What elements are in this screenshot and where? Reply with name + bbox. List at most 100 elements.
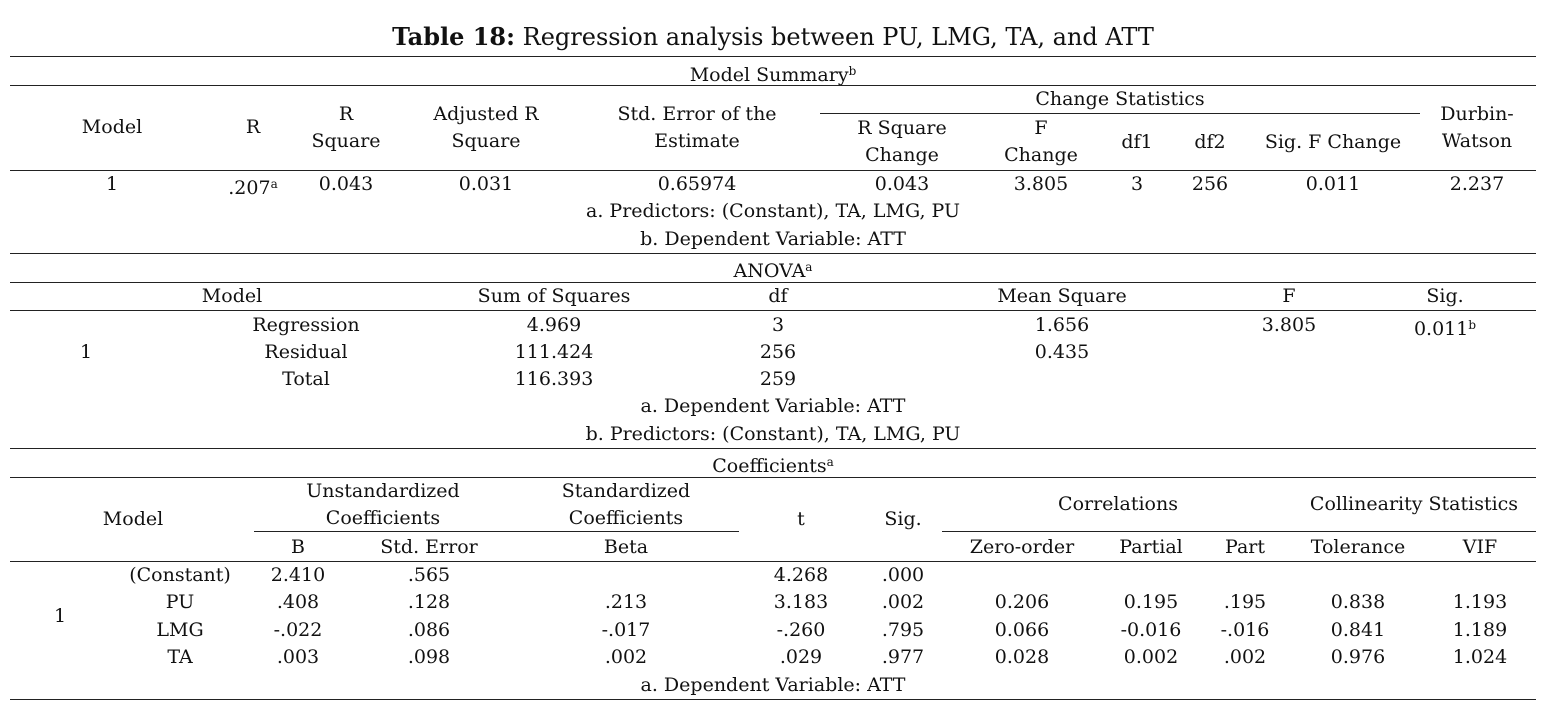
anova-cell-sum-sq: 4.969 xyxy=(526,314,582,336)
ms-header-f-change-1: F xyxy=(1034,117,1048,139)
rule-coef-header xyxy=(10,561,1536,562)
ms-cell-df1: 3 xyxy=(1130,173,1144,195)
coef-header-std-error: Std. Error xyxy=(380,536,478,558)
anova-row-label: Residual xyxy=(264,341,348,363)
rule-anova-title xyxy=(10,282,1536,283)
rule-change-statistics xyxy=(820,113,1420,114)
coef-header-part: Part xyxy=(1225,536,1265,558)
ms-cell-sig-f-change: 0.011 xyxy=(1305,173,1361,195)
coef-cell-zero-order: 0.028 xyxy=(994,646,1050,668)
model-summary-title: Model Summaryb xyxy=(689,64,857,86)
coef-cell-partial: 0.195 xyxy=(1123,591,1179,613)
ms-note-a: a. Predictors: (Constant), TA, LMG, PU xyxy=(586,200,960,222)
rule-coefficients-title xyxy=(10,477,1536,478)
anova-header-model: Model xyxy=(201,285,263,307)
coef-cell-partial: 0.002 xyxy=(1123,646,1179,668)
anova-header-f: F xyxy=(1282,285,1296,307)
coef-row-label: PU xyxy=(165,591,195,613)
ms-cell-f-change: 3.805 xyxy=(1013,173,1069,195)
anova-header-mean-sq: Mean Square xyxy=(997,285,1127,307)
coef-cell-zero-order: 0.066 xyxy=(994,619,1050,641)
ms-header-dw-2: Watson xyxy=(1441,130,1513,152)
coef-cell-part: .195 xyxy=(1223,591,1267,613)
rule-anova-end xyxy=(10,448,1536,449)
coef-cell-sig: .977 xyxy=(881,646,925,668)
ms-header-rsq-change-2: Change xyxy=(865,144,939,166)
ms-header-df2: df2 xyxy=(1194,131,1226,153)
anova-cell-mean-sq: 1.656 xyxy=(1034,314,1090,336)
anova-note-a: a. Dependent Variable: ATT xyxy=(640,395,906,417)
ms-cell-adj-r-square: 0.031 xyxy=(458,173,514,195)
ms-header-sig-f-change: Sig. F Change xyxy=(1264,131,1402,153)
coef-cell-t: -.260 xyxy=(776,619,826,641)
coef-cell-tolerance: 0.976 xyxy=(1330,646,1386,668)
ms-header-std-2: Estimate xyxy=(654,130,740,152)
ms-cell-std-error: 0.65974 xyxy=(657,173,737,195)
coef-cell-vif: 1.024 xyxy=(1452,646,1508,668)
anova-cell-df: 3 xyxy=(771,314,785,336)
anova-cell-sum-sq: 111.424 xyxy=(514,341,594,363)
coef-cell-vif: 1.193 xyxy=(1452,591,1508,613)
ms-cell-r: .207a xyxy=(228,177,278,199)
ms-header-model: Model xyxy=(81,116,143,138)
coef-cell-sig: .002 xyxy=(881,591,925,613)
coef-cell-vif: 1.189 xyxy=(1452,619,1508,641)
anova-cell-df: 259 xyxy=(759,368,797,390)
coef-header-partial: Partial xyxy=(1119,536,1183,558)
coef-cell-tolerance: 0.841 xyxy=(1330,619,1386,641)
coef-cell-t: 3.183 xyxy=(773,591,829,613)
rule-coef-subheader-left xyxy=(254,531,739,532)
ms-header-adj-1: Adjusted R xyxy=(433,103,539,125)
anova-header-sig: Sig. xyxy=(1426,285,1464,307)
rule-anova-header xyxy=(10,310,1536,311)
anova-cell-f: 3.805 xyxy=(1261,314,1317,336)
ms-header-r: R xyxy=(245,116,261,138)
ms-cell-durbin-watson: 2.237 xyxy=(1449,173,1505,195)
anova-title: ANOVAa xyxy=(733,260,813,282)
ms-header-change-statistics: Change Statistics xyxy=(1035,88,1205,110)
caption-label: Table 18: xyxy=(392,22,515,51)
ms-cell-df2: 256 xyxy=(1191,173,1229,195)
rule-ms-header xyxy=(10,170,1536,171)
coef-cell-beta: .002 xyxy=(604,646,648,668)
coef-cell-partial: -0.016 xyxy=(1120,619,1182,641)
coef-header-correlations: Correlations xyxy=(1058,493,1178,515)
coef-cell-beta: -.017 xyxy=(601,619,651,641)
anova-cell-sig: 0.011b xyxy=(1413,318,1477,340)
ms-header-rsq-2: Square xyxy=(311,130,381,152)
rule-ms-end xyxy=(10,253,1536,254)
coef-cell-part: .002 xyxy=(1223,646,1267,668)
caption-text: Regression analysis between PU, LMG, TA,… xyxy=(515,23,1154,51)
coef-header-zero-order: Zero-order xyxy=(969,536,1075,558)
table-caption: Table 18: Regression analysis between PU… xyxy=(0,22,1546,51)
coef-model-num: 1 xyxy=(53,605,67,627)
coef-cell-std-error: .128 xyxy=(407,591,451,613)
coef-note-a: a. Dependent Variable: ATT xyxy=(640,674,906,696)
ms-header-std-1: Std. Error of the xyxy=(617,103,777,125)
coef-header-std-2: Coefficients xyxy=(568,507,684,529)
coef-header-tolerance: Tolerance xyxy=(1310,536,1406,558)
anova-cell-sum-sq: 116.393 xyxy=(514,368,594,390)
coef-row-label: TA xyxy=(167,646,193,668)
coef-cell-b: -.022 xyxy=(273,619,323,641)
ms-header-rsq-1: R xyxy=(338,103,354,125)
coef-row-label: (Constant) xyxy=(129,564,231,586)
coef-header-beta: Beta xyxy=(603,536,649,558)
coef-cell-zero-order: 0.206 xyxy=(994,591,1050,613)
coef-cell-b: .003 xyxy=(276,646,320,668)
coef-header-std-1: Standardized xyxy=(561,480,691,502)
coef-header-model: Model xyxy=(102,508,164,530)
rule-model-summary-title xyxy=(10,85,1536,86)
anova-cell-df: 256 xyxy=(759,341,797,363)
coef-header-b: B xyxy=(291,536,305,558)
ms-note-b: b. Dependent Variable: ATT xyxy=(640,228,906,250)
coef-cell-b: 2.410 xyxy=(270,564,326,586)
ms-cell-model: 1 xyxy=(105,173,119,195)
coef-header-t: t xyxy=(797,508,805,530)
ms-header-dw-1: Durbin- xyxy=(1440,103,1514,125)
coef-cell-t: .029 xyxy=(779,646,823,668)
anova-model-num: 1 xyxy=(79,341,93,363)
coef-cell-std-error: .565 xyxy=(407,564,451,586)
ms-header-adj-2: Square xyxy=(451,130,521,152)
